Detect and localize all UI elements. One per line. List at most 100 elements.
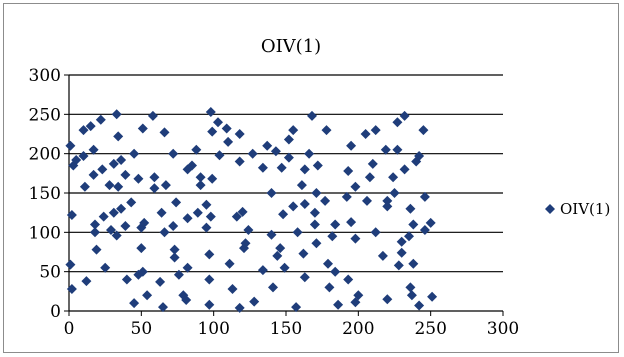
data-point [388,172,399,183]
x-tick-label: 50 [131,319,153,339]
data-point [247,148,258,159]
data-point [205,107,216,117]
data-point [213,117,223,128]
data-point [377,250,388,261]
data-point [382,201,393,212]
data-point [309,219,320,230]
data-point [324,282,335,293]
data-point [221,123,232,134]
data-point [419,225,430,235]
chart-title: OIV(1) [261,36,321,57]
data-point [427,291,438,302]
data-point [90,227,100,238]
data-point [382,294,393,305]
data-point [321,125,332,136]
data-point [104,180,115,191]
data-point [95,114,106,125]
data-point [330,266,341,277]
data-point [195,180,206,191]
data-point [204,249,215,260]
data-point [396,247,407,258]
data-point [370,227,381,238]
data-point [126,197,137,208]
data-point [312,160,323,171]
data-point [399,164,410,175]
y-tick-label: 200 [29,145,61,165]
axes [64,74,504,316]
data-point [214,150,225,161]
data-point [192,207,203,218]
data-point [330,219,341,230]
data-point [292,227,303,238]
legend: OIV(1) [545,200,610,218]
data-point [425,217,436,228]
data-point [309,207,320,218]
data-point [160,180,171,191]
data-point [393,260,404,271]
data-point [136,243,147,254]
data-point [346,217,357,228]
data-point [205,211,216,222]
data-point [204,274,215,285]
data-point [113,181,124,192]
data-point [168,221,179,231]
data-point [133,173,144,184]
data-point [171,197,182,208]
data-point [98,211,109,222]
data-point [81,276,92,287]
data-point [343,166,354,176]
data-point [120,221,131,231]
data-point [168,148,179,159]
data-point [120,169,131,180]
data-point [333,299,344,310]
x-tick-label: 0 [64,319,75,339]
data-point [392,117,403,128]
data-point [296,180,307,191]
data-point [65,259,76,270]
data-point [113,131,124,142]
y-tick-label: 150 [29,184,61,204]
data-point [418,125,429,136]
y-tick-label: 100 [29,223,61,243]
data-point [362,195,372,206]
data-point [121,274,132,285]
y-tick-label: 0 [50,302,61,322]
data-point [204,299,215,310]
data-point [79,181,90,192]
y-tick-label: 50 [39,263,61,283]
data-point [257,162,268,173]
data-point [137,123,148,134]
chart-frame: OIV(1) 0 50 100 150 200 250 300 0 50 100 150 200 250… [3,3,619,353]
data-point [243,225,254,235]
data-point [234,156,245,167]
x-tick-label: 300 [487,319,519,339]
scatter-chart: OIV(1) 0 50 100 150 200 250 300 0 50 100 150 200 250… [29,36,611,339]
data-point [270,146,281,157]
data-point [343,274,354,285]
data-point [88,169,99,180]
data-point [364,172,375,183]
data-point [405,203,416,214]
data-point [399,110,410,121]
data-point [311,238,322,249]
data-point [414,300,425,311]
data-point [350,181,361,192]
data-point [182,213,193,224]
legend-label: OIV(1) [560,200,610,218]
data-point [389,188,400,198]
x-tick-label: 150 [270,319,302,339]
data-point [299,164,310,175]
data-point [298,248,309,259]
data-point [367,158,378,169]
data-point [311,188,322,198]
data-point [288,125,299,136]
data-point [408,258,419,269]
data-point [299,272,310,283]
data-point [323,258,333,269]
legend-marker [545,204,555,214]
data-point [299,199,310,209]
data-point [201,199,212,210]
data-point [155,276,166,287]
x-tick-label: 100 [197,319,229,339]
data-point [307,110,317,121]
